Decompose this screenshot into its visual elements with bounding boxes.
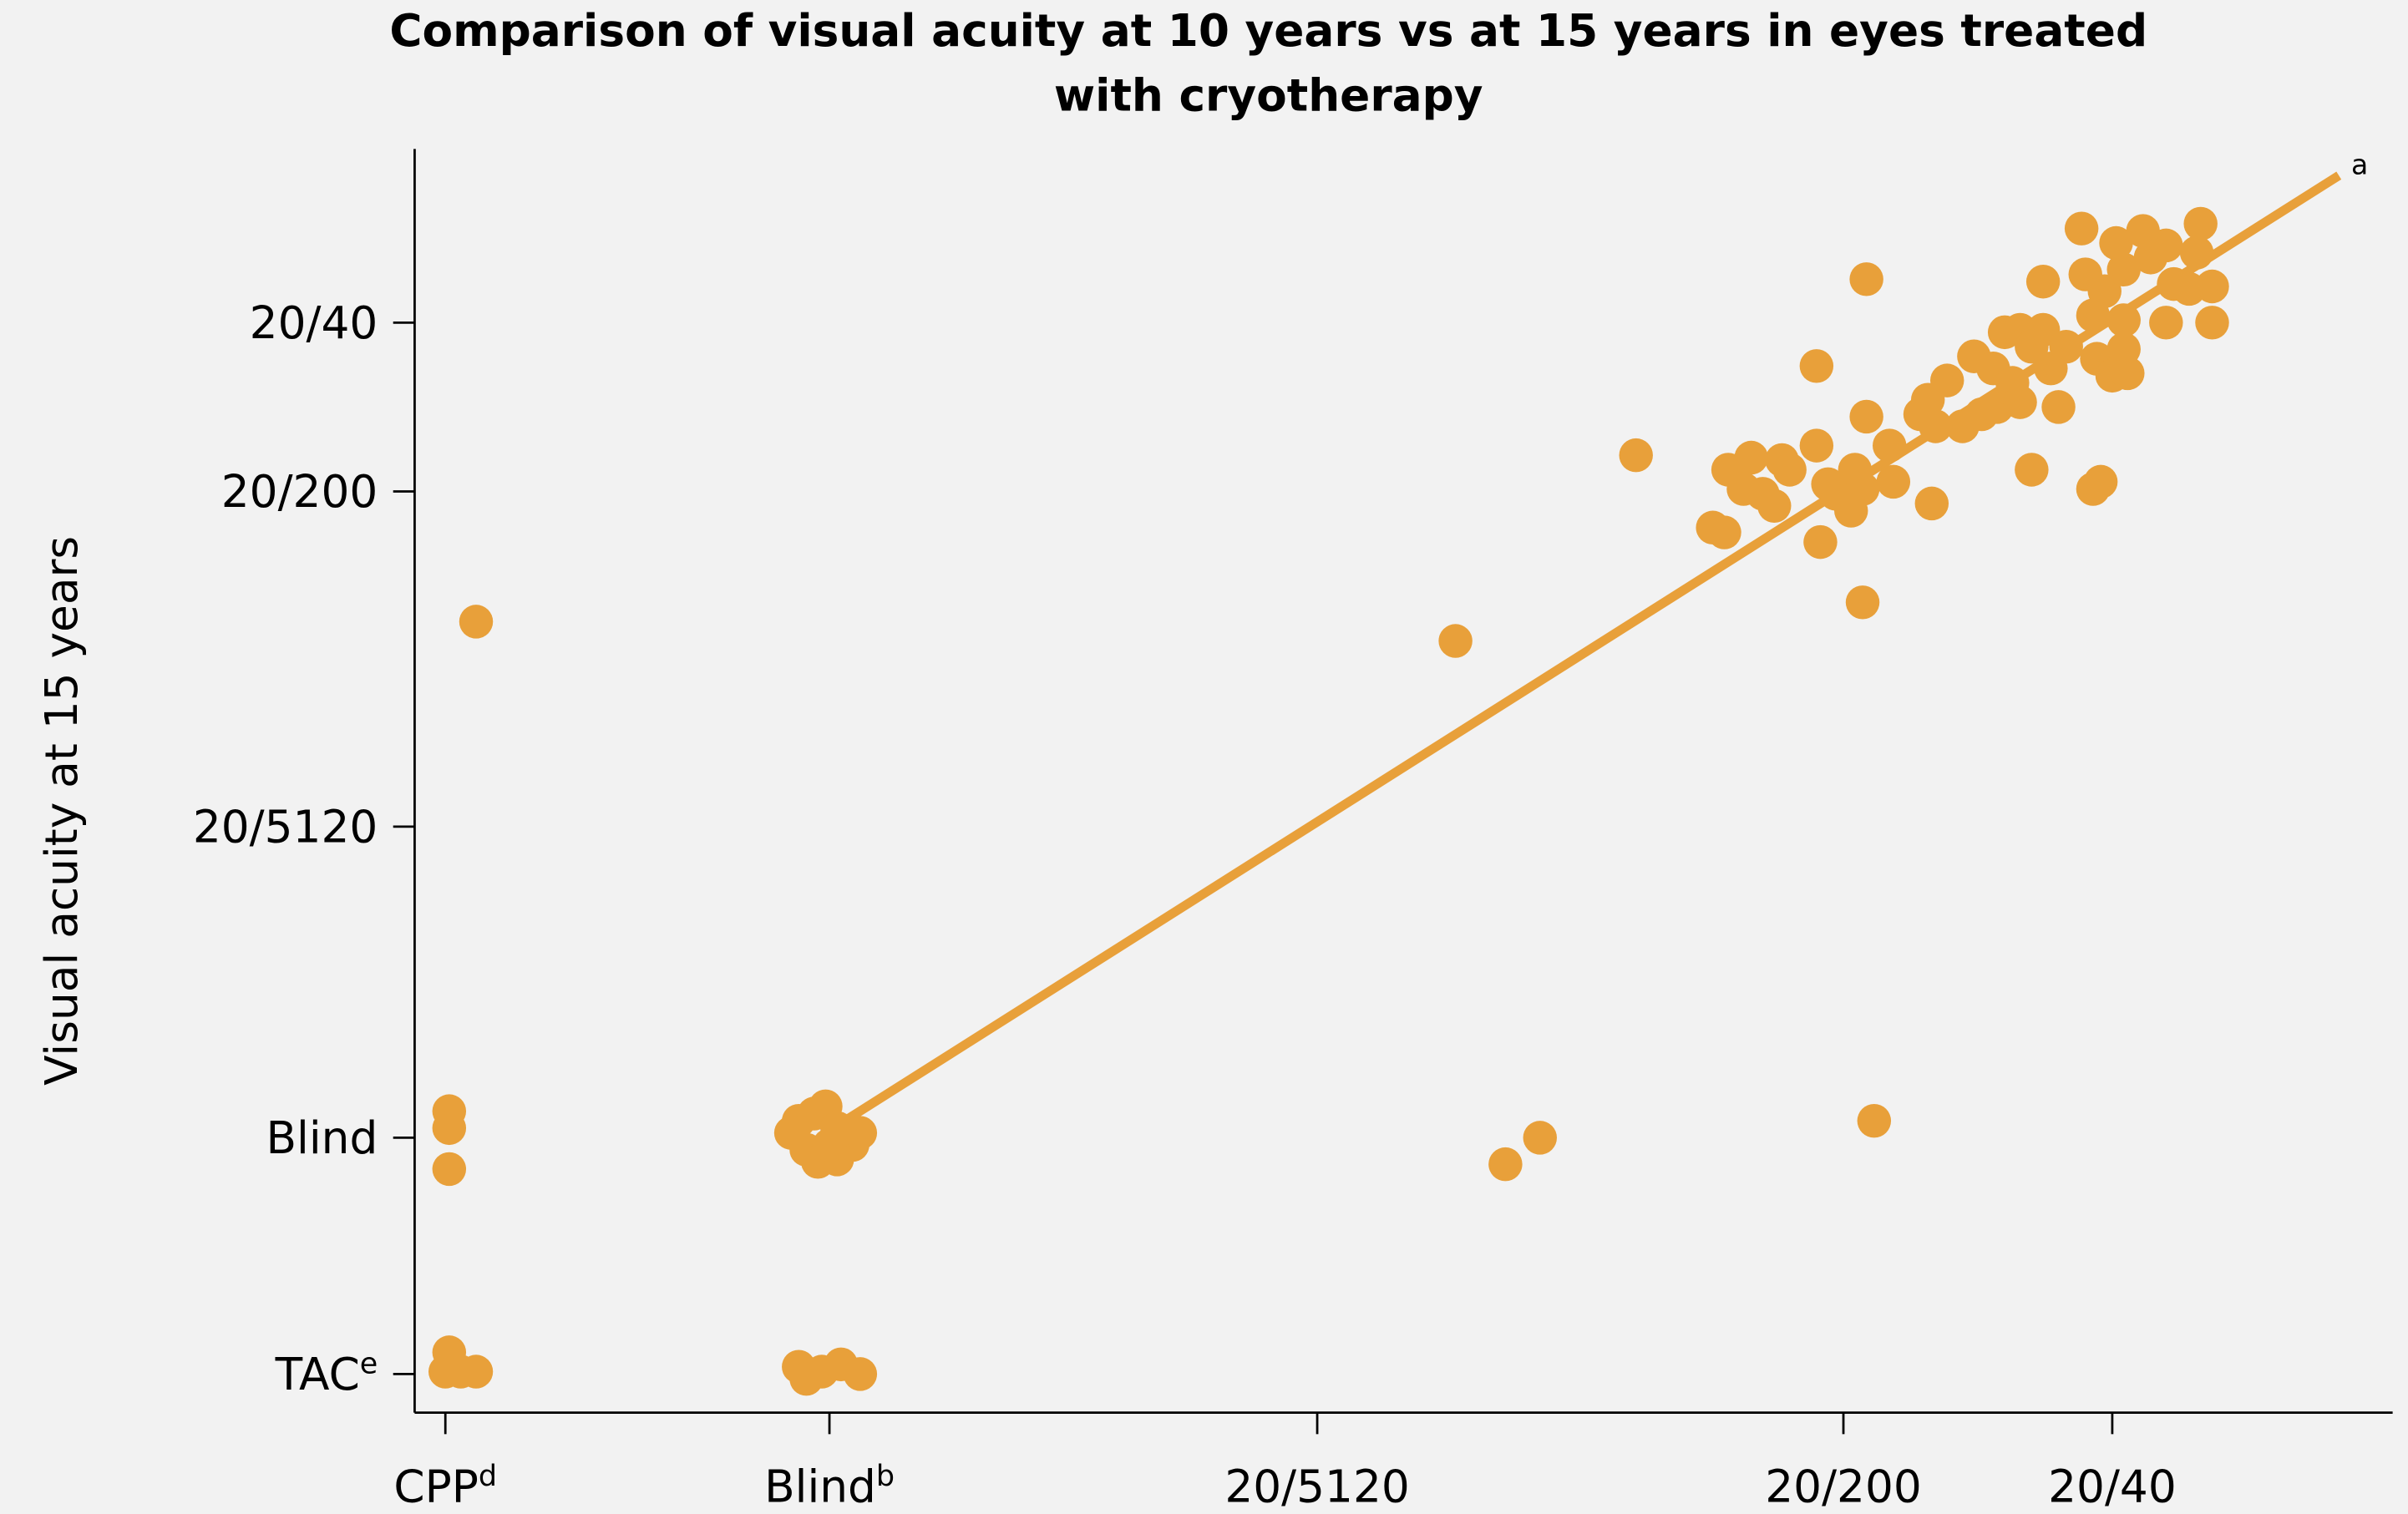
point [843,1116,878,1150]
point [459,605,494,639]
x-tick-label: 20/40 [2048,1461,2177,1512]
point [2195,269,2229,304]
point [2083,464,2118,499]
tick-text: 20/200 [1765,1461,1922,1512]
point [2179,235,2214,270]
point [1799,428,1834,463]
y-tick-label: 20/40 [250,297,378,349]
tick-text: 20/40 [2048,1461,2177,1512]
point [2087,274,2122,309]
point [1845,585,1880,620]
y-tick-label: 20/200 [221,466,378,518]
point [1929,363,1964,397]
point [812,1127,847,1162]
point [432,1111,467,1146]
point [1523,1121,1557,1155]
point [2025,264,2061,299]
point [1849,262,1883,296]
tick-text: 20/5120 [193,801,378,853]
point [1845,472,1880,506]
point [1707,515,1741,549]
point [2106,252,2141,287]
point [1849,399,1883,434]
point [1772,453,1807,487]
tick-text: Blind [764,1461,876,1512]
tick-text: 20/5120 [1224,1461,1409,1512]
point [2149,306,2183,340]
x-tick-label: CPPd [393,1460,497,1512]
point [1914,486,1949,521]
point [432,1152,467,1187]
chart-title: with cryotherapy [1054,69,1483,121]
x-tick-label: 20/5120 [1224,1461,1409,1512]
point [843,1357,878,1391]
point [2149,228,2183,263]
fit-line [834,171,2342,1130]
chart-title: Comparison of visual acuity at 10 years … [389,5,2147,57]
point [1876,464,1911,499]
point [1438,624,1473,658]
point [2041,390,2076,424]
annotation: a [2351,149,2368,181]
point [1619,438,1653,473]
x-tick-label: 20/200 [1765,1461,1922,1512]
point [2106,303,2141,337]
point [2003,385,2037,419]
y-axis-label: Visual acuity at 15 years [36,536,88,1086]
tick-text: CPP [393,1461,479,1512]
tick-text: 20/200 [221,466,378,518]
tick-text: Blind [266,1112,378,1164]
x-tick-label: Blindb [764,1460,895,1512]
tick-superscript: b [876,1460,895,1493]
point [1919,409,1953,443]
point [2099,225,2133,261]
tick-text: TAC [275,1349,360,1400]
point [1857,1103,1892,1138]
point [2195,306,2229,340]
y-tick-label: TACe [275,1347,378,1400]
point [1803,524,1838,560]
tick-superscript: d [479,1460,497,1493]
point [1488,1147,1523,1182]
tick-superscript: e [360,1347,378,1380]
point [2183,206,2218,241]
point [1757,489,1792,524]
y-tick-label: Blind [266,1112,378,1164]
point [2064,211,2099,246]
point [1734,440,1768,475]
point [2049,329,2083,364]
y-tick-label: 20/5120 [193,801,378,853]
point [2111,356,2145,391]
point [1872,428,1907,463]
point [1799,349,1834,383]
point [459,1354,494,1389]
point [2015,453,2049,487]
tick-text: 20/40 [250,297,378,349]
